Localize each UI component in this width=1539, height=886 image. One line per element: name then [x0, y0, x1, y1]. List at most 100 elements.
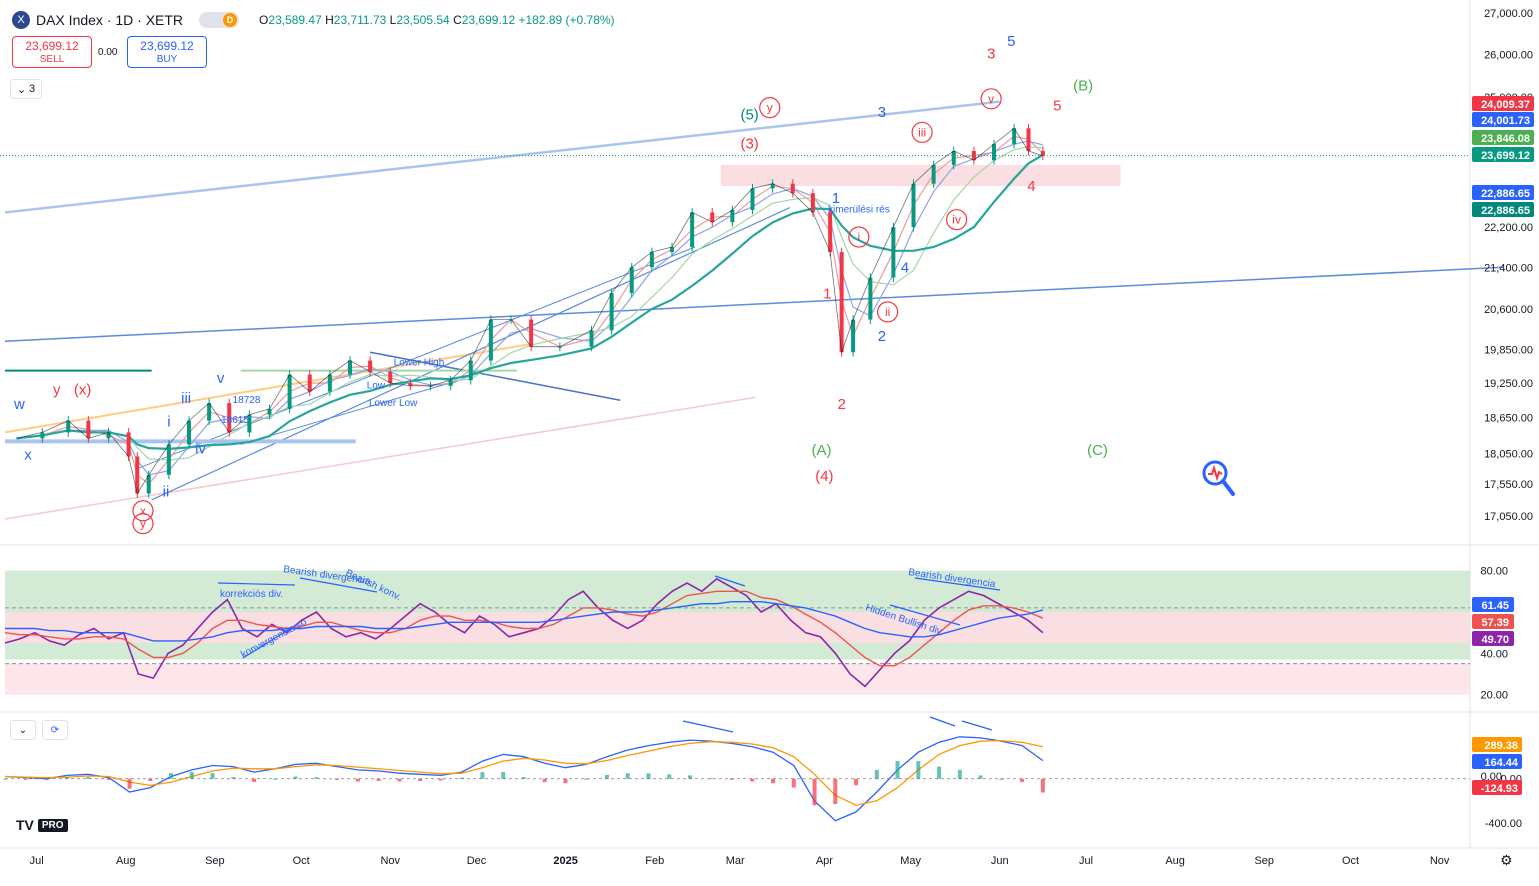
chart-header: X DAX Index · 1D · XETR D O23,589.47 H23… [12, 10, 615, 30]
price-label: 22,886.65 [1481, 188, 1530, 200]
rsi-band [5, 612, 1470, 643]
divergence-line[interactable] [714, 575, 746, 587]
trend-line[interactable] [151, 207, 791, 501]
rsi-panel[interactable]: korrekciós div.Bearish divergenciaBearis… [4, 564, 1470, 695]
price-label: 24,009.37 [1481, 99, 1530, 111]
rsi-series-line [4, 590, 1044, 667]
x-axis-tick-label: Mar [726, 855, 745, 867]
wave-label: y [140, 517, 146, 531]
trend-line[interactable] [369, 351, 621, 401]
macd-divergence-line[interactable] [961, 720, 993, 731]
symbol-title[interactable]: DAX Index · 1D · XETR [36, 12, 184, 28]
wave-label: ii [163, 484, 170, 501]
divergence-line[interactable] [217, 582, 296, 586]
macd-value-box [1472, 754, 1522, 769]
trend-line[interactable] [240, 379, 460, 445]
candle-body [146, 474, 151, 494]
price-label-box [1472, 202, 1534, 217]
candle-body [931, 164, 936, 184]
rsi-axis-tick-label: 20.00 [1480, 690, 1508, 702]
open-value: 23,589.47 [268, 13, 322, 27]
price-label-box [1472, 147, 1534, 162]
close-value: 23,699.12 [461, 13, 516, 27]
wave-label: (C) [1087, 442, 1108, 459]
rsi-series-line [5, 601, 1044, 642]
ohlc-readout: O23,589.47 H23,711.73 L23,505.54 C23,699… [259, 13, 615, 27]
wave-label: (3) [740, 136, 758, 153]
macd-histogram-bar [854, 778, 859, 786]
wave-label: (A) [812, 442, 832, 459]
wave-label: (4) [815, 468, 833, 485]
candle-body [1012, 128, 1017, 145]
macd-value-label: 164.44 [1484, 757, 1519, 769]
wave-label: v [988, 92, 994, 106]
macd-collapse-button[interactable]: ⌄ [10, 720, 36, 740]
price-axis-tick-label: 17,550.00 [1484, 479, 1533, 491]
resistance-zone[interactable] [720, 164, 1121, 187]
macd-histogram-bar [459, 777, 464, 779]
tv-logo-mark: TV [16, 817, 34, 833]
market-status-pill[interactable]: D [199, 12, 240, 28]
candle-body [468, 360, 473, 381]
macd-histogram-bar [418, 778, 423, 781]
price-axis-tick-label: 22,200.00 [1484, 222, 1533, 234]
candle-body [1040, 151, 1045, 156]
macd-histogram-bar [252, 778, 257, 783]
macd-panel[interactable] [3, 716, 1470, 822]
divergence-line[interactable] [914, 577, 1001, 591]
candle-body [327, 374, 332, 392]
trend-line[interactable] [4, 342, 532, 434]
macd-histogram-bar [44, 778, 49, 780]
candle-body [828, 212, 833, 253]
macd-histogram-bar [999, 778, 1004, 780]
wave-label: w [13, 396, 25, 413]
macd-histogram-bar [895, 761, 900, 779]
macd-histogram-bar [189, 772, 194, 779]
sell-button[interactable]: 23,699.12 SELL [12, 36, 92, 68]
macd-histogram-bar [106, 778, 111, 780]
wave-label: 5 [1053, 97, 1061, 114]
trend-line[interactable] [4, 266, 1503, 342]
macd-divergence-line[interactable] [929, 716, 956, 727]
macd-histogram-bar [231, 777, 236, 779]
divergence-line[interactable] [889, 604, 961, 626]
wave-circle [132, 513, 154, 535]
buy-button[interactable]: 23,699.12 BUY [127, 36, 207, 68]
price-axis-tick-label: 21,400.00 [1484, 262, 1533, 274]
trend-line[interactable] [4, 100, 1000, 214]
candle-body [135, 456, 140, 494]
macd-histogram-bar [86, 777, 91, 779]
macd-histogram-bar [335, 778, 340, 780]
price-label: 22,886.65 [1481, 205, 1530, 217]
trend-line[interactable] [4, 396, 756, 520]
x-axis-tick-label: May [900, 855, 921, 867]
macd-histogram-bar [397, 778, 402, 782]
macd-histogram-bar [729, 778, 734, 780]
divergence-line[interactable] [299, 577, 378, 593]
price-label-box [1472, 112, 1534, 127]
divergence-line[interactable] [242, 624, 297, 659]
macd-series-line [4, 736, 1044, 822]
macd-histogram-bar [978, 775, 983, 779]
tradingview-logo[interactable]: TV PRO [16, 817, 68, 833]
zoom-magnifier-icon[interactable] [1200, 458, 1236, 498]
symbol-logo-icon: X [12, 11, 30, 29]
wave-circle [132, 500, 154, 522]
macd-refresh-button[interactable]: ⟳ [42, 720, 68, 740]
price-axis-tick-label: 19,850.00 [1484, 344, 1533, 356]
x-axis-tick-label: Jun [991, 855, 1009, 867]
spread-value: 0.00 [98, 47, 118, 58]
macd-divergence-line[interactable] [682, 720, 734, 733]
rsi-band [5, 643, 1470, 660]
legend-toggle-button[interactable]: ⌄ 3 [10, 79, 42, 99]
sell-label: SELL [39, 54, 65, 65]
gear-icon[interactable]: ⚙ [1500, 852, 1513, 868]
wave-label: iii [181, 390, 191, 407]
wave-label: 4 [901, 259, 909, 276]
wave-label: 2 [837, 396, 845, 413]
rsi-axis-tick-label: 40.00 [1480, 648, 1508, 660]
macd-histogram-bar [667, 774, 672, 779]
candle-body [629, 267, 634, 294]
